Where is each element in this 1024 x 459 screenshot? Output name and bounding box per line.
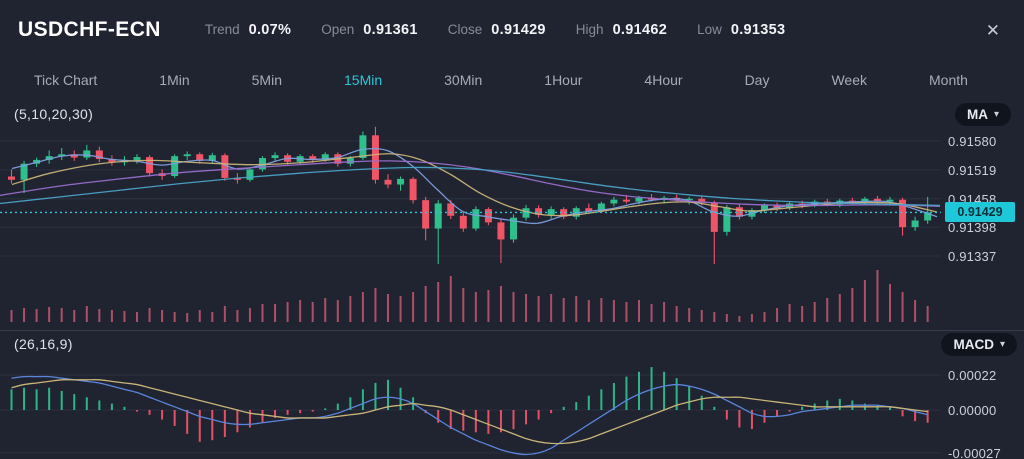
stat-low: Low 0.91353 bbox=[697, 22, 785, 38]
ma-params-label: (5,10,20,30) bbox=[14, 106, 94, 122]
volume-bars bbox=[10, 270, 929, 322]
stat-value: 0.91462 bbox=[612, 22, 668, 38]
stat-close: Close 0.91429 bbox=[448, 22, 546, 38]
tab-month[interactable]: Month bbox=[929, 72, 968, 88]
macd-histogram bbox=[10, 367, 929, 442]
ma-lines bbox=[0, 147, 941, 225]
tab-4hour[interactable]: 4Hour bbox=[644, 72, 683, 88]
stat-label: Close bbox=[447, 22, 483, 37]
ma-line-MA5 bbox=[11, 147, 938, 225]
tab-1hour[interactable]: 1Hour bbox=[544, 72, 583, 88]
stat-value: 0.91429 bbox=[491, 22, 546, 38]
close-button[interactable]: ✕ bbox=[980, 20, 1006, 41]
tab-1min[interactable]: 1Min bbox=[159, 72, 190, 88]
price-axis-label: 0.91337 bbox=[948, 249, 997, 264]
macd-axis-label: 0.00000 bbox=[948, 403, 997, 418]
ma-line-MA30 bbox=[0, 166, 941, 207]
tab-week[interactable]: Week bbox=[831, 72, 868, 88]
stat-value: 0.91353 bbox=[730, 22, 786, 38]
macd-axis-label: 0.00022 bbox=[948, 368, 997, 383]
ma-selector-button[interactable]: MA ▾ bbox=[954, 103, 1011, 126]
tab-tick-chart[interactable]: Tick Chart bbox=[34, 72, 98, 88]
current-price-badge: 0.91429 bbox=[945, 202, 1015, 222]
macd-signal-line bbox=[11, 379, 928, 445]
chevron-down-icon: ▾ bbox=[999, 339, 1005, 350]
macd-selector-button[interactable]: MACD ▾ bbox=[941, 333, 1017, 356]
price-gridlines bbox=[0, 140, 1024, 454]
macd-axis-label: -0.00027 bbox=[948, 446, 1001, 459]
ma-selector-label: MA bbox=[966, 107, 988, 122]
stat-label: Trend bbox=[204, 22, 240, 37]
price-axis-label: 0.91519 bbox=[948, 163, 997, 178]
price-axis-label: 0.91398 bbox=[948, 220, 997, 235]
stat-open: Open 0.91361 bbox=[321, 22, 418, 38]
chevron-down-icon: ▾ bbox=[993, 109, 999, 120]
tab-30min[interactable]: 30Min bbox=[444, 72, 483, 88]
tab-15min[interactable]: 15Min bbox=[344, 72, 383, 88]
macd-lines bbox=[11, 375, 928, 456]
timeframe-tabs: Tick Chart 1Min 5Min 15Min 30Min 1Hour 4… bbox=[0, 60, 1024, 100]
close-icon: ✕ bbox=[985, 20, 1000, 40]
tab-5min[interactable]: 5Min bbox=[251, 72, 282, 88]
stat-trend: Trend 0.07% bbox=[205, 22, 291, 38]
price-axis-label: 0.91580 bbox=[948, 134, 997, 149]
ma-line-MA20 bbox=[0, 160, 941, 207]
stat-value: 0.91361 bbox=[363, 22, 418, 38]
macd-params-label: (26,16,9) bbox=[14, 336, 73, 352]
symbol-title: USDCHF-ECN bbox=[18, 18, 161, 41]
chart-canvas[interactable]: (5,10,20,30) MA ▾ 0.91580 0.91519 0.9145… bbox=[0, 100, 1024, 459]
stat-label: Low bbox=[697, 22, 722, 37]
stat-label: High bbox=[575, 22, 604, 37]
stat-high: High 0.91462 bbox=[576, 22, 667, 38]
chart-svg[interactable] bbox=[0, 100, 1024, 459]
tab-day[interactable]: Day bbox=[744, 72, 770, 88]
stat-label: Open bbox=[321, 22, 355, 37]
header: USDCHF-ECN Trend 0.07% Open 0.91361 Clos… bbox=[0, 0, 1024, 60]
ma-line-MA10 bbox=[11, 153, 938, 217]
candles-layer bbox=[8, 126, 932, 265]
ohlc-stats: Trend 0.07% Open 0.91361 Close 0.91429 H… bbox=[205, 22, 786, 38]
stat-value: 0.07% bbox=[248, 22, 292, 38]
macd-line bbox=[11, 375, 928, 456]
macd-selector-label: MACD bbox=[953, 337, 994, 352]
